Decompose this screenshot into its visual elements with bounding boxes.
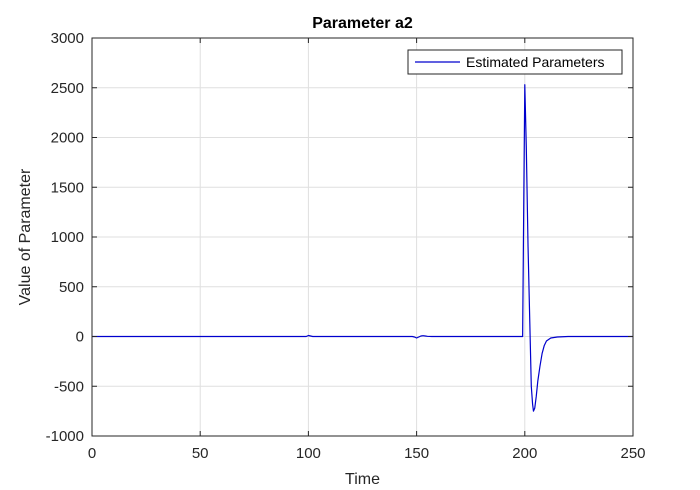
x-tick-label: 150 <box>404 445 429 462</box>
x-tick-label: 0 <box>88 445 96 462</box>
legend-label: Estimated Parameters <box>466 54 605 70</box>
y-tick-label: 3000 <box>51 30 84 47</box>
y-tick-label: -1000 <box>46 428 84 445</box>
x-tick-label: 100 <box>296 445 321 462</box>
series-line-estimated-parameters <box>92 84 633 412</box>
x-tick-label: 200 <box>512 445 537 462</box>
y-tick-label: 500 <box>59 279 84 296</box>
x-axis-label: Time <box>345 471 380 488</box>
y-tick-label: 2000 <box>51 130 84 147</box>
y-tick-label: 1500 <box>51 179 84 196</box>
y-tick-label: 1000 <box>51 229 84 246</box>
y-axis-label: Value of Parameter <box>17 168 34 305</box>
legend: Estimated Parameters <box>407 49 623 75</box>
chart-title: Parameter a2 <box>312 15 413 32</box>
y-tick-label: 0 <box>76 329 84 346</box>
y-tick-label: -500 <box>54 378 84 395</box>
x-tick-label: 250 <box>620 445 645 462</box>
x-tick-label: 50 <box>192 445 209 462</box>
y-tick-label: 2500 <box>51 80 84 97</box>
series-lines <box>92 84 633 412</box>
axis-ticks: 0 50 100 150 200 250 -1000 -500 0 500 1000 1500 2000… <box>46 30 646 462</box>
